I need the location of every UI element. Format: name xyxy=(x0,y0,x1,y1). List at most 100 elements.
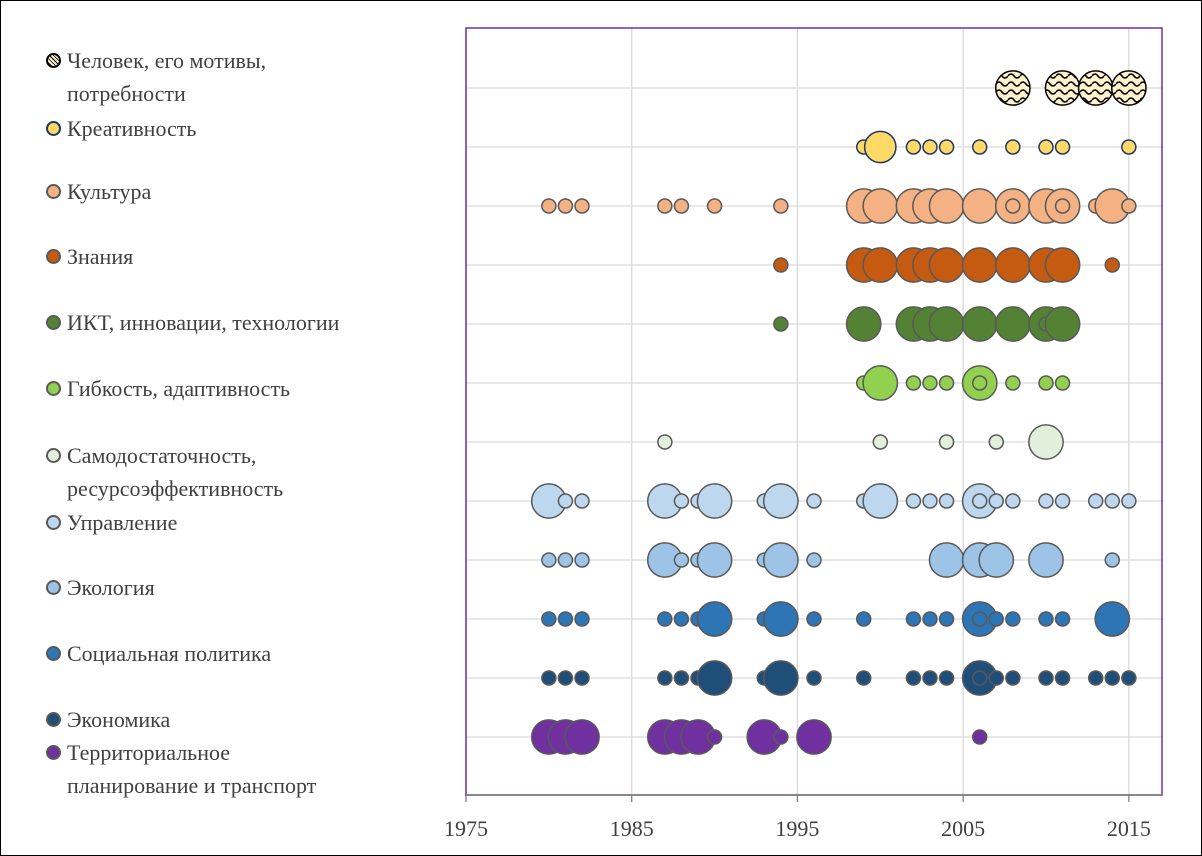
bubble xyxy=(938,611,955,627)
bubble xyxy=(1077,70,1114,106)
bubble xyxy=(855,670,872,686)
legend-entry: Экономика xyxy=(46,703,442,736)
bubble xyxy=(574,198,590,214)
bubble xyxy=(938,493,955,509)
bubble xyxy=(806,493,822,509)
bubble xyxy=(696,542,733,578)
bubble xyxy=(988,493,1005,509)
bubble xyxy=(762,601,799,637)
bubble xyxy=(796,719,832,755)
legend-label: Культура xyxy=(67,179,152,204)
bubble xyxy=(806,611,822,627)
legend-label: Гибкость, адаптивность xyxy=(67,376,291,401)
x-tick-label: 1985 xyxy=(610,816,654,841)
bubble xyxy=(978,542,1015,578)
bubble xyxy=(872,434,889,450)
bubble xyxy=(1005,139,1021,155)
bubble xyxy=(673,611,690,627)
bubble xyxy=(1005,493,1021,509)
legend-entry: Территориальное планирование и транспорт xyxy=(46,736,327,802)
bubble xyxy=(1028,542,1064,578)
bubble xyxy=(971,611,988,627)
bubble xyxy=(541,552,557,568)
x-tick-label: 2005 xyxy=(941,816,985,841)
bubble xyxy=(1005,670,1021,686)
bubble xyxy=(994,247,1031,283)
bubble xyxy=(773,316,789,332)
legend-entry: Социальная политика xyxy=(46,637,442,670)
x-tick-label: 2015 xyxy=(1107,816,1151,841)
bubble xyxy=(922,139,938,155)
bubble xyxy=(922,493,938,509)
bubble xyxy=(1121,139,1137,155)
bubble xyxy=(657,670,673,686)
legend-entry: Знания xyxy=(46,240,442,273)
bubble xyxy=(574,670,590,686)
bubble xyxy=(1044,306,1081,342)
bubble xyxy=(762,542,799,578)
legend-marker xyxy=(46,448,61,463)
bubble xyxy=(557,198,574,214)
bubble xyxy=(541,198,557,214)
bubble xyxy=(564,719,600,755)
bubble xyxy=(1054,611,1071,627)
x-tick-label: 1995 xyxy=(775,816,819,841)
bubble xyxy=(806,552,822,568)
bubble xyxy=(657,434,673,450)
bubble xyxy=(862,365,899,401)
legend-label: Самодостаточность, ресурсоэффективность xyxy=(67,443,284,501)
bubble xyxy=(1104,257,1121,273)
bubble xyxy=(1054,493,1071,509)
legend-label: Экономика xyxy=(67,707,171,732)
bubble xyxy=(773,257,789,273)
bubble xyxy=(845,306,882,342)
bubble xyxy=(806,670,822,686)
legend-label: Социальная политика xyxy=(67,641,272,666)
bubble xyxy=(905,139,922,155)
legend-marker xyxy=(46,121,61,136)
bubble xyxy=(961,188,998,224)
bubble xyxy=(541,670,557,686)
bubble xyxy=(938,670,955,686)
bubble xyxy=(762,483,799,519)
bubble xyxy=(938,375,955,391)
bubble xyxy=(971,729,988,745)
bubble xyxy=(574,611,590,627)
bubble xyxy=(938,139,955,155)
bubble xyxy=(773,198,789,214)
bubble xyxy=(673,198,690,214)
bubble xyxy=(922,670,938,686)
bubble xyxy=(905,493,922,509)
bubble xyxy=(1121,670,1137,686)
bubble xyxy=(557,493,574,509)
bubble xyxy=(1054,670,1071,686)
bubble xyxy=(928,188,965,224)
bubble xyxy=(1104,493,1121,509)
legend-marker xyxy=(46,184,61,199)
bubble xyxy=(863,130,897,164)
legend-marker xyxy=(46,712,61,727)
bubble xyxy=(971,139,988,155)
bubble xyxy=(1054,375,1071,391)
bubble xyxy=(928,306,965,342)
legend-label: Территориальное планирование и транспорт xyxy=(67,740,317,798)
bubble xyxy=(862,247,899,283)
bubble xyxy=(1094,601,1131,637)
bubble xyxy=(673,670,690,686)
legend-marker xyxy=(46,53,61,68)
bubble xyxy=(988,611,1005,627)
bubble xyxy=(1005,198,1021,214)
bubble xyxy=(541,611,557,627)
bubble xyxy=(1121,493,1137,509)
legend-entry: Управление xyxy=(46,506,442,539)
bubble xyxy=(1087,493,1104,509)
bubble xyxy=(1054,198,1071,214)
bubble xyxy=(928,247,965,283)
legend-entry: Экология xyxy=(46,571,442,604)
bubble xyxy=(657,611,673,627)
legend-entry: ИКТ, инновации, технологии xyxy=(46,306,442,339)
x-tick-label: 1975 xyxy=(444,816,488,841)
bubble xyxy=(1104,552,1121,568)
bubble xyxy=(905,670,922,686)
bubble xyxy=(971,375,988,391)
